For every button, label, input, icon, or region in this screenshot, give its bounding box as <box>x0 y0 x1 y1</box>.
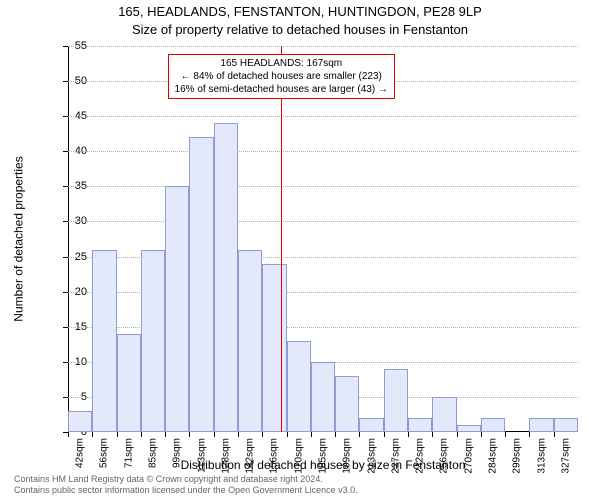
annotation-line2: ← 84% of detached houses are smaller (22… <box>175 70 388 83</box>
footer-line2: Contains public sector information licen… <box>14 485 586 496</box>
x-tick-label: 284sqm <box>488 438 499 474</box>
x-tick-label: 313sqm <box>536 438 547 474</box>
annotation-line1: 165 HEADLANDS: 167sqm <box>175 57 388 70</box>
histogram-bar <box>432 397 456 432</box>
x-tick-mark <box>92 432 93 437</box>
histogram-bar <box>214 123 238 432</box>
x-tick-label: 85sqm <box>148 438 159 468</box>
x-tick-mark <box>214 432 215 437</box>
x-tick-label: 185sqm <box>318 438 329 474</box>
x-tick-mark <box>432 432 433 437</box>
x-tick-mark <box>554 432 555 437</box>
y-axis-label: Number of detached properties <box>12 46 26 432</box>
histogram-bar <box>335 376 359 432</box>
x-tick-mark <box>311 432 312 437</box>
x-tick-mark <box>117 432 118 437</box>
histogram-bar <box>92 250 116 432</box>
x-tick-label: 327sqm <box>560 438 571 474</box>
x-tick-mark <box>287 432 288 437</box>
histogram-bar <box>457 425 481 432</box>
chart-container: 165, HEADLANDS, FENSTANTON, HUNTINGDON, … <box>0 0 600 500</box>
gridline <box>68 186 578 188</box>
x-tick-label: 299sqm <box>512 438 523 474</box>
x-tick-mark <box>359 432 360 437</box>
gridline <box>68 151 578 153</box>
x-tick-label: 56sqm <box>99 438 110 468</box>
histogram-bar <box>141 250 165 432</box>
histogram-bar <box>311 362 335 432</box>
x-tick-mark <box>408 432 409 437</box>
histogram-bar <box>238 250 262 432</box>
chart-title-line2: Size of property relative to detached ho… <box>0 22 600 37</box>
histogram-bar <box>287 341 311 432</box>
histogram-bar <box>165 186 189 432</box>
x-tick-label: 113sqm <box>196 438 207 473</box>
x-tick-mark <box>335 432 336 437</box>
x-tick-label: 270sqm <box>463 438 474 474</box>
histogram-bar <box>117 334 141 432</box>
x-tick-mark <box>505 432 506 437</box>
x-tick-mark <box>165 432 166 437</box>
x-tick-label: 128sqm <box>220 438 231 474</box>
footer-attribution: Contains HM Land Registry data © Crown c… <box>14 474 586 496</box>
histogram-bar <box>68 411 92 432</box>
histogram-bar <box>554 418 578 432</box>
x-tick-label: 170sqm <box>293 438 304 474</box>
histogram-bar <box>359 418 383 432</box>
gridline <box>68 221 578 223</box>
histogram-bar <box>384 369 408 432</box>
chart-title-line1: 165, HEADLANDS, FENSTANTON, HUNTINGDON, … <box>0 4 600 19</box>
footer-line1: Contains HM Land Registry data © Crown c… <box>14 474 586 485</box>
x-tick-label: 227sqm <box>390 438 401 474</box>
x-tick-mark <box>262 432 263 437</box>
x-tick-mark <box>384 432 385 437</box>
reference-line <box>281 46 282 432</box>
gridline <box>68 46 578 48</box>
x-tick-label: 42sqm <box>75 438 86 468</box>
x-tick-label: 142sqm <box>245 438 256 474</box>
histogram-bar <box>529 418 553 432</box>
annotation-box: 165 HEADLANDS: 167sqm← 84% of detached h… <box>168 54 395 99</box>
x-tick-label: 242sqm <box>415 438 426 474</box>
x-tick-mark <box>457 432 458 437</box>
x-tick-mark <box>68 432 69 437</box>
x-tick-mark <box>529 432 530 437</box>
histogram-bar <box>262 264 286 432</box>
x-tick-mark <box>141 432 142 437</box>
x-tick-label: 156sqm <box>269 438 280 474</box>
x-tick-mark <box>238 432 239 437</box>
annotation-line3: 16% of semi-detached houses are larger (… <box>175 83 388 96</box>
x-tick-label: 71sqm <box>123 438 134 468</box>
x-tick-label: 213sqm <box>366 438 377 474</box>
histogram-bar <box>408 418 432 432</box>
x-tick-mark <box>189 432 190 437</box>
x-tick-label: 99sqm <box>172 438 183 468</box>
x-tick-label: 256sqm <box>439 438 450 474</box>
x-tick-mark <box>481 432 482 437</box>
histogram-bar <box>481 418 505 432</box>
x-tick-label: 199sqm <box>342 438 353 474</box>
histogram-bar <box>189 137 213 432</box>
gridline <box>68 116 578 118</box>
